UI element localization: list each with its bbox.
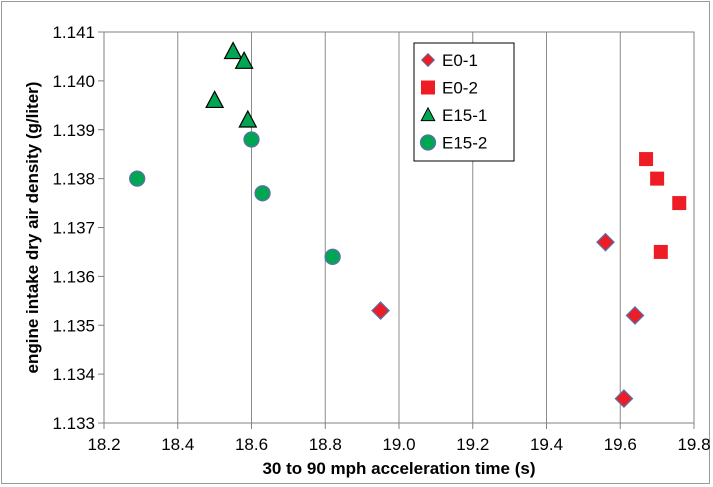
legend-label-e15-1: E15-1 <box>442 106 487 125</box>
legend: E0-1 E0-2 E15-1 E15-2 <box>413 42 515 162</box>
x-axis-title: 30 to 90 mph acceleration time (s) <box>262 459 535 478</box>
x-tick-label: 19.0 <box>382 435 415 454</box>
e0-2-point <box>672 196 687 211</box>
e15-1-point <box>205 90 225 109</box>
y-tick-label: 1.139 <box>52 121 95 140</box>
x-tick-label: 19.8 <box>677 435 710 454</box>
y-tick-label: 1.138 <box>52 170 95 189</box>
legend-marker-e0-1 <box>420 52 436 68</box>
legend-label-e0-1: E0-1 <box>442 51 478 70</box>
e15-2-point <box>243 131 260 148</box>
tick-layer: 18.2 18.4 18.6 18.8 19.0 19.2 19.4 19.6 19.8 1.13… <box>52 23 710 454</box>
y-tick-label: 1.135 <box>52 316 95 335</box>
e0-1-point <box>371 301 390 321</box>
y-tick-label: 1.141 <box>52 23 95 42</box>
e15-2-point <box>129 170 146 187</box>
x-tick-label: 19.6 <box>604 435 637 454</box>
e15-2-point <box>254 185 271 202</box>
e15-1-point <box>223 41 243 60</box>
x-tick-label: 19.2 <box>456 435 489 454</box>
e0-1-point <box>614 389 634 408</box>
x-tick-label: 18.4 <box>161 435 194 454</box>
e0-2-point <box>650 171 665 186</box>
y-axis-title: engine intake dry air density (g/liter) <box>23 82 42 374</box>
legend-label-e0-2: E0-2 <box>442 79 478 98</box>
y-tick-label: 1.136 <box>52 267 95 286</box>
x-tick-label: 18.6 <box>235 435 268 454</box>
e15-1-point <box>238 109 258 128</box>
y-tick-label: 1.140 <box>52 72 95 91</box>
legend-marker-e0-2 <box>421 80 435 95</box>
y-tick-label: 1.134 <box>52 365 95 384</box>
legend-marker-e15-1 <box>420 106 436 122</box>
e0-1-point <box>625 306 645 325</box>
legend-label-e15-2: E15-2 <box>442 134 487 153</box>
y-tick-label: 1.133 <box>52 414 95 433</box>
x-tick-label: 19.4 <box>530 435 563 454</box>
e15-2-point <box>324 248 341 265</box>
e0-2-point <box>653 244 668 259</box>
y-tick-label: 1.137 <box>52 219 95 238</box>
data-points <box>129 41 687 408</box>
x-tick-label: 18.8 <box>309 435 342 454</box>
e0-2-point <box>639 152 654 167</box>
e15-1-point <box>234 51 254 69</box>
e0-1-point <box>596 232 615 252</box>
x-tick-label: 18.2 <box>87 435 120 454</box>
grid-layer <box>103 32 695 423</box>
legend-marker-e15-2 <box>419 134 437 151</box>
